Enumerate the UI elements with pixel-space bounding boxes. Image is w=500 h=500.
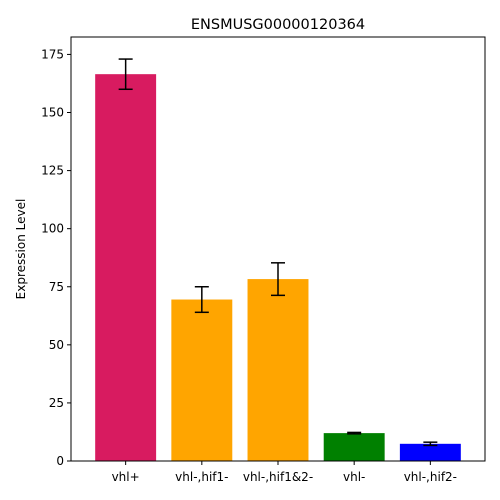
y-tick-label-2: 50 (49, 338, 64, 352)
bar-4 (399, 443, 461, 461)
x-tick-label-1: vhl-,hif1- (175, 470, 228, 484)
axes-frame (70, 36, 486, 462)
y-axis-title: Expression Level (14, 199, 28, 300)
x-tick-label-2: vhl-,hif1&2- (243, 470, 313, 484)
bar-3 (323, 433, 385, 461)
y-tick-label-5: 125 (41, 164, 64, 178)
x-tick-label-3: vhl- (343, 470, 365, 484)
y-tick-label-1: 25 (49, 396, 64, 410)
x-tick-label-0: vhl+ (112, 470, 140, 484)
y-tick-label-6: 150 (41, 106, 64, 120)
chart-title: ENSMUSG00000120364 (191, 17, 365, 33)
bar-0 (95, 74, 157, 462)
y-tick-label-0: 0 (56, 454, 64, 468)
plot-area: vhl+ vhl-,hif1- vhl-,hif1&2- vhl-vhl-,hif2-… (41, 36, 486, 484)
bar-1 (171, 299, 233, 461)
y-tick-label-3: 75 (49, 280, 64, 294)
bar-2 (247, 279, 309, 461)
y-tick-label-4: 100 (41, 222, 64, 236)
y-tick-label-7: 175 (41, 47, 64, 61)
x-tick-label-4: vhl-,hif2- (404, 470, 457, 484)
